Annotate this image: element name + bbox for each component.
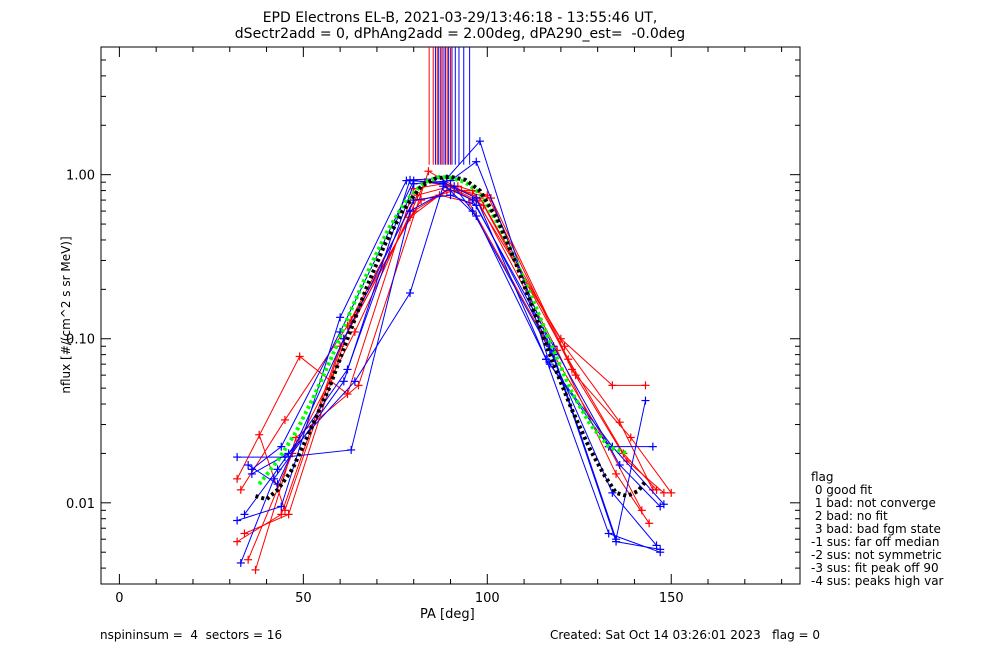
data-point [336,313,345,322]
data-point [273,465,282,474]
legend-item: 1 bad: not converge [811,496,936,510]
data-point [244,461,253,470]
legend-item: -3 sus: fit peak off 90 [811,561,939,575]
data-point [542,355,551,364]
data-point [350,377,359,386]
legend-title: flag [811,470,834,484]
y-tick-label: 1.00 [66,169,95,184]
data-point [637,506,646,515]
peak-markers [428,47,471,165]
series-line [258,190,650,524]
data-point [652,541,661,550]
data-point [277,510,286,519]
legend-item: 0 good fit [811,483,873,497]
data-point [417,196,426,205]
data-point [233,453,242,462]
data-point [641,396,650,405]
data-point [612,537,621,546]
data-point [472,194,481,203]
data-point [612,469,621,478]
y-axis-label: nflux [#/(cm^2 s sr MeV)] [59,236,73,394]
x-tick-label: 150 [659,591,684,606]
data-point [468,207,477,216]
data-point [626,433,635,442]
series-line [236,180,661,553]
chart-title-line1: EPD Electrons EL-B, 2021-03-29/13:46:18 … [262,10,658,26]
data-point [406,289,415,298]
data-point [284,510,293,519]
data-point [648,442,657,451]
data-point [280,415,289,424]
data-point [343,365,352,374]
data-point [641,381,650,390]
legend-item: -4 sus: peaks high var [811,574,944,588]
series-line [236,183,646,480]
data-point [472,211,481,220]
data-point [284,449,293,458]
fit-curve-green [257,174,628,486]
fit-curves [254,174,648,502]
data-series [233,137,676,574]
data-point [236,485,245,494]
data-point [240,510,249,519]
data-point [472,157,481,166]
data-point [656,545,665,554]
series-line [251,185,661,507]
data-point [244,555,253,564]
y-tick-label: 0.01 [66,497,95,512]
data-point [339,377,348,386]
data-point [409,176,418,185]
fit-curve-black [254,174,648,502]
data-point [472,201,481,210]
data-point [475,137,484,146]
data-point [347,445,356,454]
series-line [244,160,646,542]
data-point [439,182,448,191]
data-point [277,502,286,511]
data-point [236,558,245,567]
legend-item: 2 bad: no fit [811,509,888,523]
data-point [615,461,624,470]
data-point [277,442,286,451]
x-axis-label: PA [deg] [420,607,475,622]
data-point [424,167,433,176]
data-point [667,488,676,497]
data-point [233,516,242,525]
footer-created-info: Created: Sat Oct 14 03:26:01 2023 flag =… [550,628,821,642]
legend-item: -1 sus: far off median [811,535,940,549]
data-point [233,537,242,546]
series-line [247,181,665,560]
data-point [608,381,617,390]
x-tick-label: 100 [475,591,500,606]
data-point [468,196,477,205]
series-line [240,140,665,564]
data-point [571,371,580,380]
data-point [247,469,256,478]
chart-title-line2: dSectr2add = 0, dPhAng2add = 2.00deg, dP… [234,26,686,42]
x-tick-label: 0 [115,591,123,606]
data-point [295,352,304,361]
data-point [656,502,665,511]
data-point [354,381,363,390]
data-point [240,529,249,538]
data-point [350,327,359,336]
data-point [652,485,661,494]
x-tick-label: 50 [295,591,312,606]
y-tick-label: 0.10 [66,333,95,348]
data-point [402,176,411,185]
data-point [659,488,668,497]
data-point [255,430,264,439]
data-point [645,519,654,528]
data-point [604,529,613,538]
data-point [406,175,415,184]
data-point [450,182,459,191]
legend-item: -2 sus: not symmetric [811,548,942,562]
legend-item: 3 bad: bad fgm state [811,522,941,536]
data-point [233,474,242,483]
tick-labels: 0 50 100 150 0.01 0.10 1.00 [66,169,684,606]
data-point [446,191,455,200]
data-point [251,565,260,574]
footer-spin-info: nspininsum = 4 sectors = 16 [100,628,283,642]
